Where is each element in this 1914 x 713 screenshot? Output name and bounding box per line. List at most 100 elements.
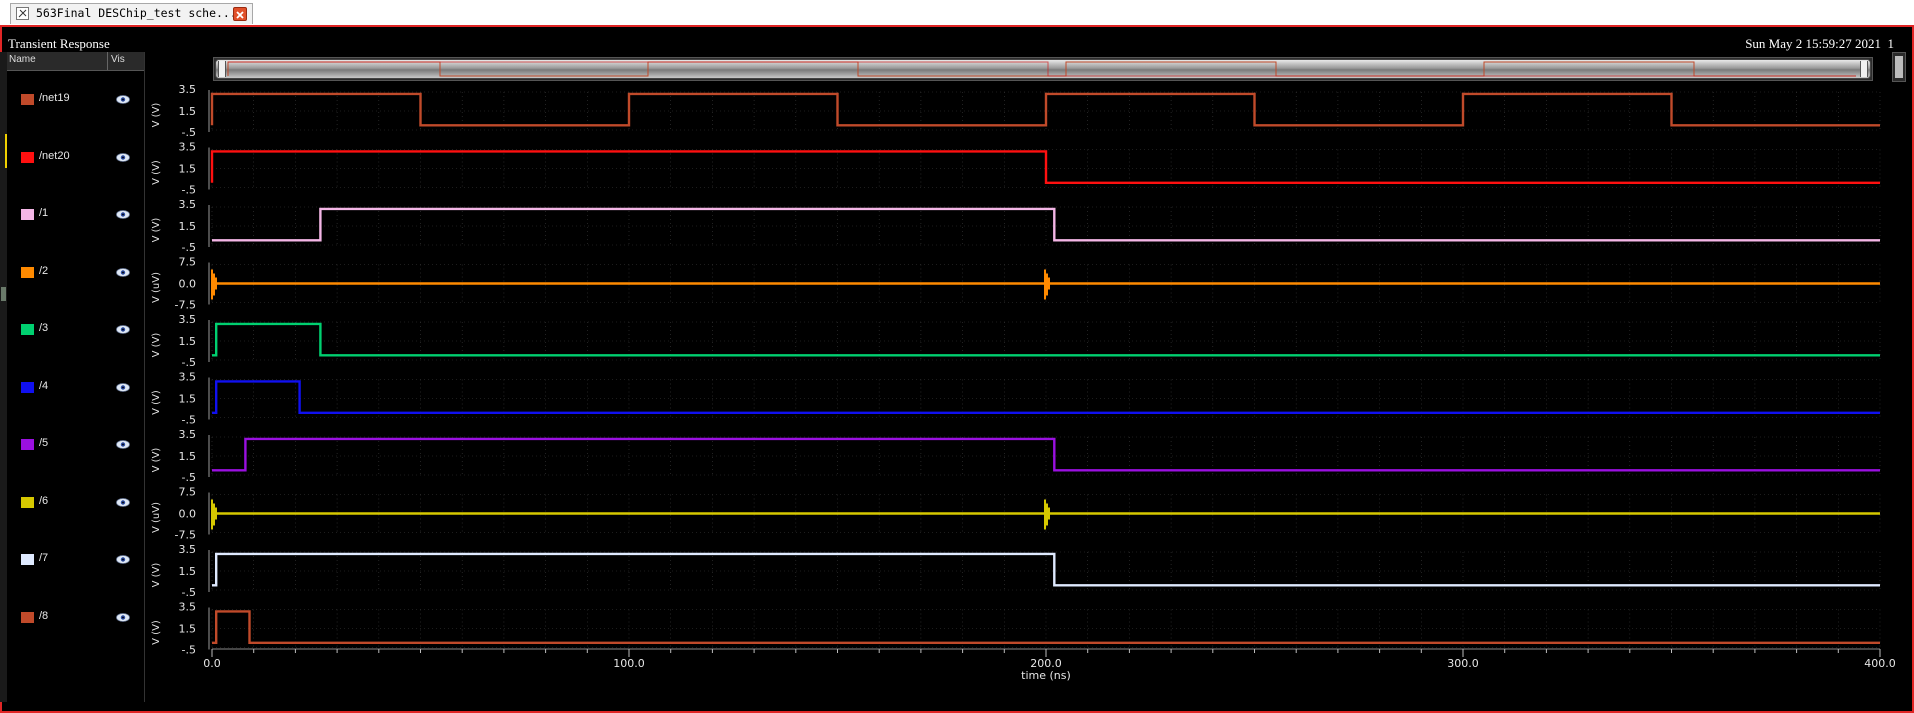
signal-name: /2 — [39, 264, 49, 277]
signal-list-header: Name Vis — [7, 52, 144, 71]
signal-color-swatch — [21, 324, 34, 335]
y-tick-label: 1.5 — [179, 450, 197, 463]
signal-name: /1 — [39, 207, 49, 219]
signal-row[interactable]: /net20 — [7, 148, 144, 168]
signal-color-swatch — [21, 94, 34, 105]
signal-color-swatch — [21, 496, 34, 508]
y-tick-label: 3.5 — [179, 198, 197, 211]
y-tick-label: 0.0 — [179, 278, 197, 291]
signal-row[interactable]: /6 — [7, 493, 144, 513]
eye-icon[interactable] — [116, 267, 130, 277]
signal-row[interactable]: /4 — [7, 378, 144, 398]
glitch-spike — [211, 499, 217, 530]
column-separator[interactable] — [107, 52, 108, 70]
eye-icon[interactable] — [116, 325, 130, 334]
waveform-8 — [212, 610, 1880, 644]
y-axis-label: V (uV) — [151, 502, 162, 533]
zoom-scrollbar-thumb[interactable] — [215, 59, 1871, 79]
y-tick-label: 3.5 — [179, 83, 197, 96]
page-index: 1 — [1887, 36, 1895, 51]
x-tick-label: 100.0 — [613, 657, 645, 670]
eye-icon[interactable] — [116, 440, 130, 449]
eye-icon[interactable] — [116, 497, 130, 507]
signal-row[interactable]: /2 — [7, 263, 144, 283]
name-column-header[interactable]: Name — [9, 54, 36, 65]
tab-bar: 563Final DESChip_test sche... — [0, 0, 1914, 25]
left-dock-strip[interactable] — [0, 52, 7, 702]
signal-color-swatch — [21, 266, 34, 278]
signal-color-swatch — [21, 611, 34, 623]
plot-area[interactable] — [145, 52, 1910, 702]
signal-name: /8 — [39, 609, 49, 622]
signal-row[interactable]: /8 — [7, 608, 144, 628]
signal-name: /4 — [39, 379, 49, 392]
signal-name: /7 — [39, 552, 49, 564]
vertical-scrollbar[interactable] — [1892, 52, 1906, 82]
y-tick-label: -.5 — [182, 126, 196, 139]
glitch-spike — [211, 269, 217, 300]
waveform-5 — [212, 437, 1880, 472]
y-tick-label: -.5 — [182, 644, 196, 657]
y-tick-label: 3.5 — [179, 371, 197, 384]
y-tick-label: 7.5 — [179, 256, 197, 269]
y-tick-label: 1.5 — [179, 163, 197, 176]
y-tick-label: 3.5 — [179, 141, 197, 154]
y-tick-label: 1.5 — [179, 220, 197, 233]
y-tick-label: 1.5 — [179, 335, 197, 348]
y-axis-label: V (V) — [151, 448, 162, 473]
y-axis-label: V (V) — [151, 103, 162, 128]
y-tick-label: -.5 — [182, 184, 196, 197]
signal-name: /3 — [39, 322, 49, 334]
y-tick-label: 3.5 — [179, 428, 197, 441]
y-tick-label: -.5 — [182, 414, 196, 427]
active-marker — [5, 134, 7, 168]
eye-icon[interactable] — [116, 95, 130, 104]
dock-handle[interactable] — [1, 287, 6, 301]
waveform-3 — [212, 322, 1880, 357]
eye-icon[interactable] — [116, 210, 130, 219]
y-tick-label: -.5 — [182, 241, 196, 254]
x-tick-label: 400.0 — [1864, 657, 1896, 670]
signal-name: /net19 — [39, 92, 70, 104]
y-tick-label: 3.5 — [179, 543, 197, 556]
waveform-4 — [212, 380, 1880, 414]
tab-document[interactable]: 563Final DESChip_test sche... — [10, 3, 253, 24]
scrollbar-preview — [227, 61, 1856, 77]
tab-label: 563Final DESChip_test sche... — [36, 6, 237, 20]
signal-color-swatch — [21, 209, 34, 220]
vertical-scrollbar-thumb[interactable] — [1895, 56, 1903, 78]
window-title: Transient Response — [8, 36, 110, 51]
signal-row[interactable]: /3 — [7, 320, 144, 340]
vis-column-header[interactable]: Vis — [111, 54, 125, 65]
eye-icon[interactable] — [116, 555, 130, 564]
signal-row[interactable]: /7 — [7, 550, 144, 570]
y-tick-label: -7.5 — [175, 299, 196, 312]
x-tick-label: 200.0 — [1030, 657, 1062, 670]
y-tick-label: 3.5 — [179, 313, 197, 326]
signal-color-swatch — [21, 439, 34, 450]
y-axis-label: V (V) — [151, 563, 162, 588]
eye-icon[interactable] — [116, 612, 130, 622]
scrollbar-left-grip[interactable] — [218, 61, 226, 77]
waveform-7 — [212, 552, 1880, 587]
x-tick-label: 0.0 — [203, 657, 221, 670]
datetime-text: Sun May 2 15:59:27 2021 — [1745, 36, 1881, 51]
signal-color-swatch — [21, 554, 34, 565]
signal-row[interactable]: /5 — [7, 435, 144, 455]
signal-color-swatch — [21, 151, 34, 163]
eye-icon[interactable] — [116, 152, 130, 162]
signal-color-swatch — [21, 381, 34, 393]
signal-row[interactable]: /net19 — [7, 90, 144, 110]
close-icon[interactable] — [233, 7, 247, 21]
signal-row[interactable]: /1 — [7, 205, 144, 225]
y-axis-label: V (V) — [151, 160, 162, 185]
signal-name: /6 — [39, 494, 49, 507]
signal-name: /net20 — [39, 149, 70, 162]
y-tick-label: 7.5 — [179, 486, 197, 499]
window-datetime: Sun May 2 15:59:27 2021 1 — [1745, 36, 1894, 52]
y-tick-label: -.5 — [182, 356, 196, 369]
eye-icon[interactable] — [116, 382, 130, 392]
y-axis-label: V (V) — [151, 390, 162, 415]
scrollbar-right-grip[interactable] — [1860, 61, 1868, 77]
